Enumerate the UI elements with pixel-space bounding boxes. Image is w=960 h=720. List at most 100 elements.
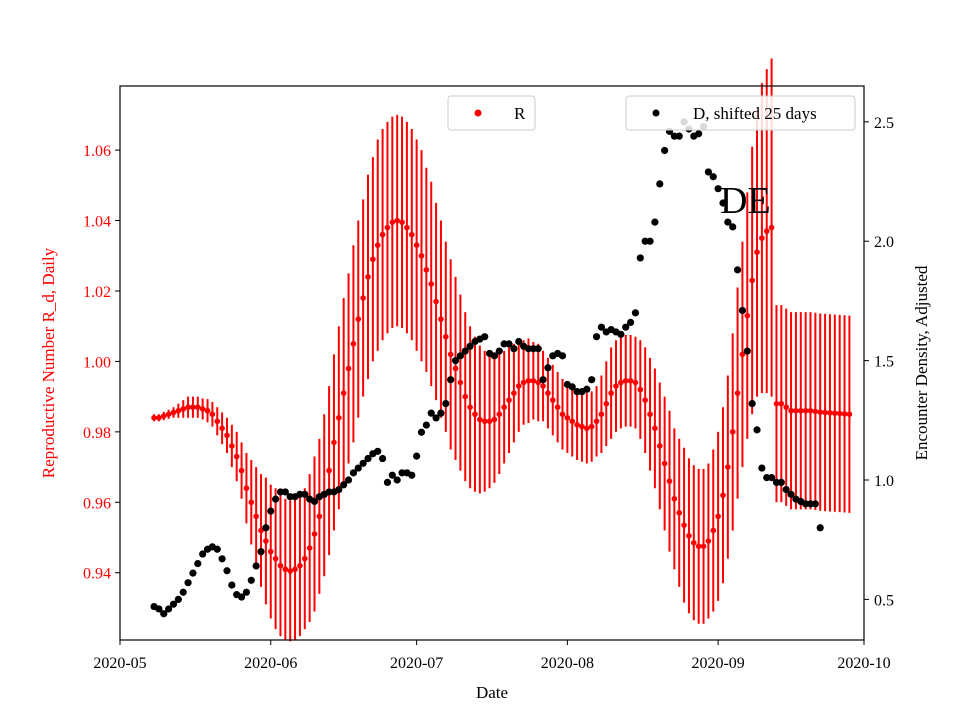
y-left-tick-label: 1.06 — [83, 143, 111, 160]
y-left-tick-label: 1.00 — [83, 354, 111, 371]
r-point — [778, 400, 785, 407]
d-point — [733, 266, 742, 274]
d-point — [393, 476, 401, 484]
r-point — [836, 410, 843, 417]
r-point — [355, 316, 362, 322]
d-point — [704, 168, 712, 176]
y-axis-right-label: Encounter Density, Adjusted — [912, 265, 931, 460]
y-right-tick-label: 1.5 — [874, 354, 894, 371]
series-r-layer — [151, 217, 853, 574]
r-point — [374, 242, 381, 248]
d-point — [364, 454, 372, 463]
x-tick-label: 2020-05 — [93, 655, 146, 672]
r-point — [428, 281, 435, 287]
d-point — [617, 330, 625, 338]
d-point — [442, 399, 450, 408]
legend-r: R — [447, 95, 536, 131]
r-point — [501, 404, 507, 411]
d-point — [437, 409, 445, 417]
d-point — [174, 595, 182, 604]
r-point — [525, 377, 532, 384]
d-point — [252, 562, 260, 570]
d-point — [451, 357, 460, 365]
r-point — [627, 377, 634, 384]
r-point — [253, 513, 259, 520]
r-point — [457, 379, 464, 386]
r-point — [408, 231, 415, 238]
legend-d-marker — [652, 109, 660, 117]
d-point — [340, 481, 348, 489]
r-point — [642, 397, 648, 403]
d-point — [515, 337, 523, 346]
r-point — [326, 467, 332, 474]
r-point — [700, 543, 707, 550]
r-point — [238, 467, 245, 474]
r-point — [170, 409, 177, 416]
r-point — [477, 416, 483, 423]
d-point — [534, 345, 542, 353]
r-point — [705, 538, 712, 544]
r-point — [822, 409, 828, 416]
r-point — [340, 390, 347, 396]
r-point — [841, 411, 848, 417]
d-point — [349, 469, 358, 477]
y-axis-left: 0.94 0.96 0.98 1.00 1.02 1.04 1.06 — [83, 143, 120, 583]
r-point — [311, 531, 318, 537]
d-point — [743, 347, 751, 355]
d-point — [719, 199, 727, 207]
r-point — [608, 390, 614, 396]
r-point — [676, 510, 683, 516]
r-point — [438, 316, 444, 322]
r-point — [496, 411, 503, 418]
d-point — [777, 478, 785, 486]
d-point — [675, 132, 683, 140]
r-point — [817, 409, 824, 415]
r-point — [277, 562, 284, 569]
r-point — [214, 418, 221, 425]
d-point — [505, 340, 513, 348]
d-point — [466, 342, 474, 350]
legend-r-marker — [474, 109, 482, 117]
r-point — [394, 217, 400, 224]
r-point — [549, 397, 556, 403]
r-point — [511, 390, 517, 396]
r-point — [579, 423, 585, 430]
d-point — [768, 474, 776, 482]
r-point — [744, 312, 751, 319]
d-point — [301, 490, 309, 498]
r-point — [720, 492, 726, 499]
d-point — [568, 383, 576, 391]
r-point — [827, 410, 833, 416]
r-point — [486, 418, 493, 425]
r-point — [452, 365, 459, 372]
r-point — [287, 568, 293, 574]
r-point — [165, 411, 172, 418]
r-point — [160, 413, 167, 419]
r-point — [151, 414, 157, 421]
r-point — [807, 407, 814, 414]
region-annotation: DE — [720, 180, 771, 222]
r-point — [846, 411, 853, 418]
r-point — [233, 453, 240, 460]
plot-frame — [119, 85, 865, 641]
y-left-tick-label: 0.96 — [83, 495, 111, 512]
d-point — [816, 524, 824, 532]
d-point — [651, 218, 659, 226]
d-point — [223, 567, 231, 575]
d-point — [262, 524, 270, 532]
d-point — [626, 318, 635, 327]
r-point — [603, 400, 610, 407]
r-point — [691, 539, 697, 546]
r-point — [797, 407, 804, 414]
legend-d-label: D, shifted 25 days — [693, 104, 817, 123]
r-point — [384, 224, 391, 231]
r-point — [413, 242, 420, 248]
d-point — [194, 559, 202, 568]
d-point — [155, 605, 163, 613]
r-point — [832, 410, 838, 416]
x-axis-label: Date — [476, 683, 508, 702]
d-point — [427, 409, 435, 417]
d-point — [335, 485, 343, 494]
r-point — [715, 513, 721, 520]
r-point — [185, 404, 191, 411]
